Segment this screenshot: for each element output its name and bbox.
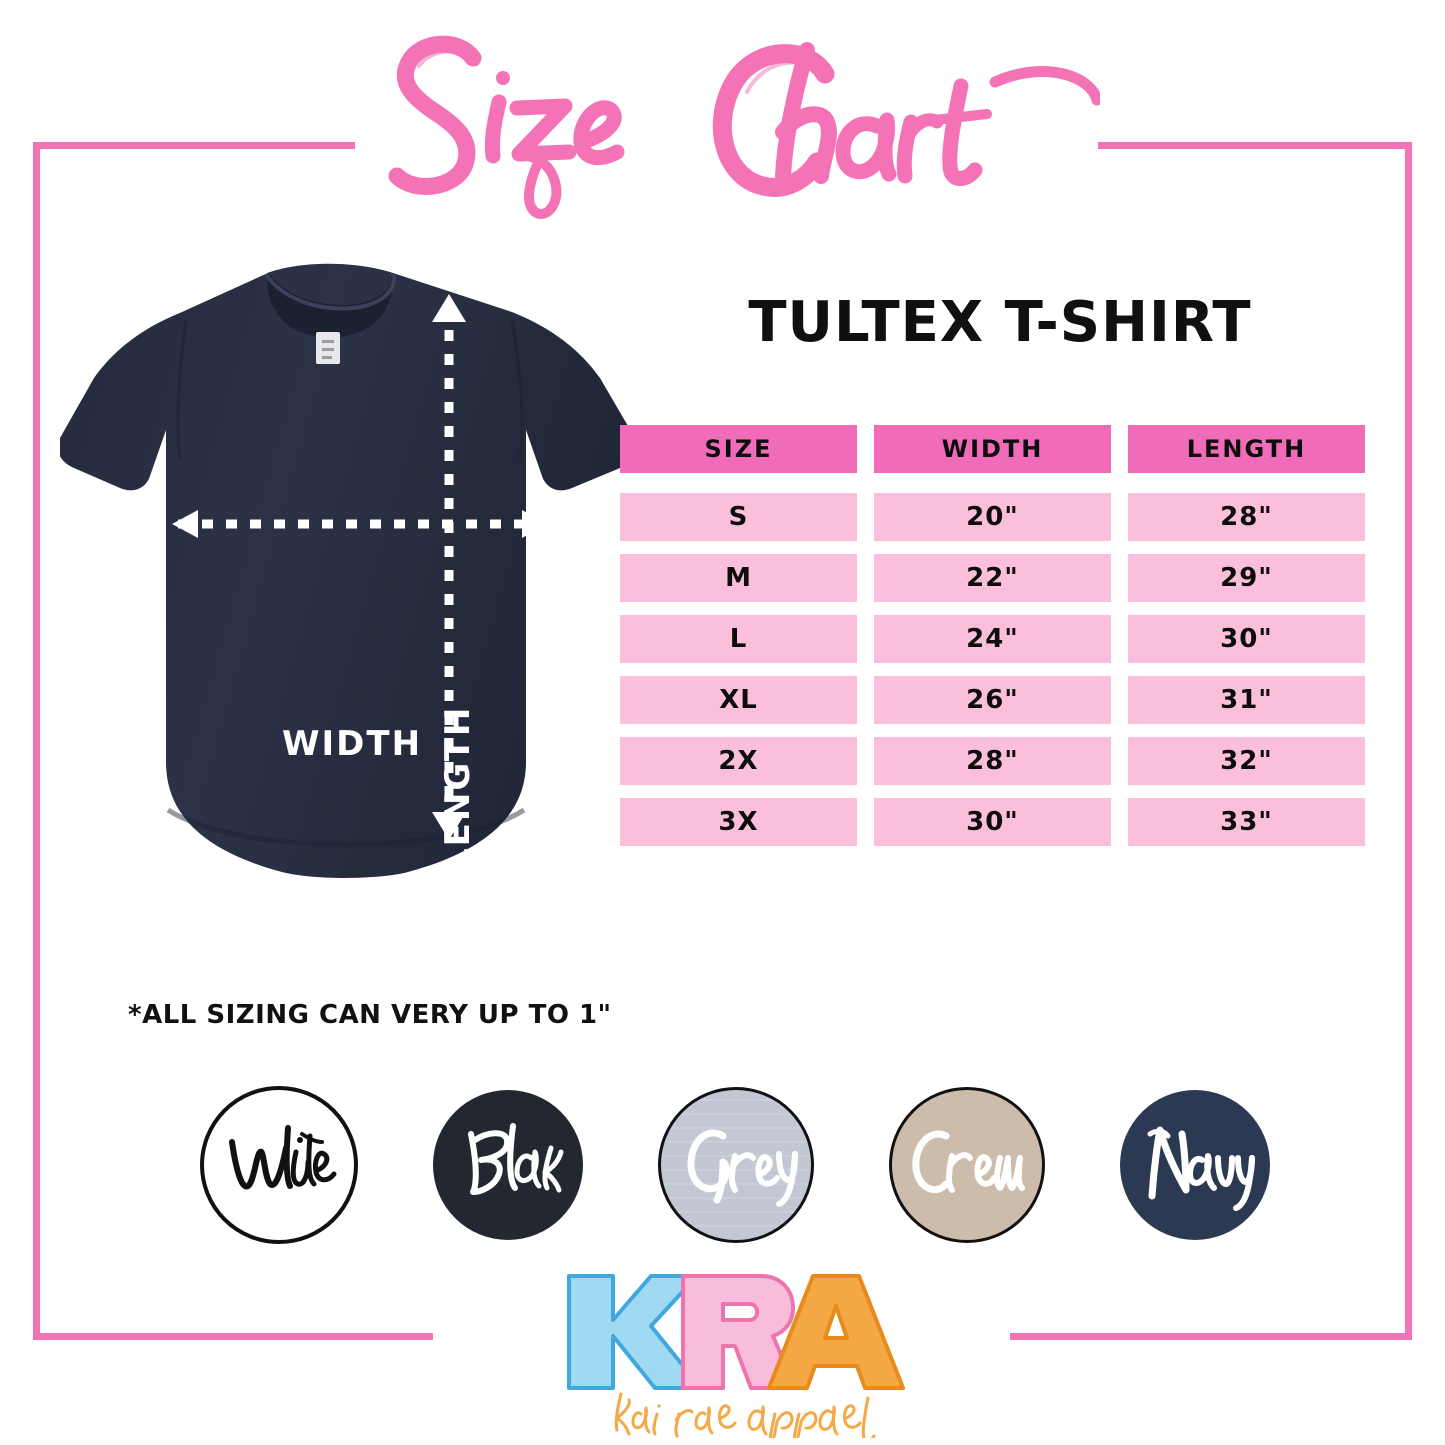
cell-size: 3X [620, 798, 857, 846]
cell-length: 29" [1128, 554, 1365, 602]
cell-length: 33" [1128, 798, 1365, 846]
table-row: 2X 28" 32" [620, 737, 1365, 785]
cell-width: 28" [874, 737, 1111, 785]
product-title: TULTEX T-SHIRT [748, 290, 1252, 355]
page-title-script [355, 16, 1100, 266]
cell-length: 28" [1128, 493, 1365, 541]
table-row: M 22" 29" [620, 554, 1365, 602]
color-swatch-navy: Navy [1120, 1090, 1270, 1240]
cell-length: 30" [1128, 615, 1365, 663]
cell-size: L [620, 615, 857, 663]
color-swatch-row: White Black [200, 1086, 1270, 1244]
cell-width: 26" [874, 676, 1111, 724]
frame-border-right [1405, 142, 1412, 1340]
cell-size: M [620, 554, 857, 602]
table-row: 3X 30" 33" [620, 798, 1365, 846]
frame-border-left [33, 142, 40, 1340]
table-row: S 20" 28" [620, 493, 1365, 541]
brand-logo [555, 1258, 905, 1438]
frame-border-bottom-left [33, 1333, 433, 1340]
column-header-size: SIZE [620, 425, 857, 473]
column-header-width: WIDTH [874, 425, 1111, 473]
cell-size: S [620, 493, 857, 541]
frame-border-top-right [1098, 142, 1412, 149]
width-measure-label: WIDTH [282, 724, 423, 764]
color-swatch-black: Black [433, 1090, 583, 1240]
color-swatch-white: White [200, 1086, 358, 1244]
cell-size: 2X [620, 737, 857, 785]
cell-size: XL [620, 676, 857, 724]
frame-border-top-left [33, 142, 355, 149]
color-swatch-cream: Cream [889, 1087, 1045, 1243]
table-row: L 24" 30" [620, 615, 1365, 663]
color-swatch-grey: Grey [658, 1087, 814, 1243]
cell-length: 32" [1128, 737, 1365, 785]
cell-width: 22" [874, 554, 1111, 602]
cell-width: 24" [874, 615, 1111, 663]
size-table-header-row: SIZE WIDTH LENGTH [620, 425, 1365, 473]
size-table: SIZE WIDTH LENGTH S 20" 28" M 22" 29" L … [620, 425, 1365, 846]
tshirt-diagram: WIDTH LENGTH [60, 250, 660, 970]
column-header-length: LENGTH [1128, 425, 1365, 473]
frame-border-bottom-right [1010, 1333, 1412, 1340]
cell-length: 31" [1128, 676, 1365, 724]
cell-width: 30" [874, 798, 1111, 846]
sizing-disclaimer: *ALL SIZING CAN VERY UP TO 1" [128, 1000, 612, 1030]
cell-width: 20" [874, 493, 1111, 541]
length-measure-label: LENGTH [438, 705, 478, 870]
table-row: XL 26" 31" [620, 676, 1365, 724]
